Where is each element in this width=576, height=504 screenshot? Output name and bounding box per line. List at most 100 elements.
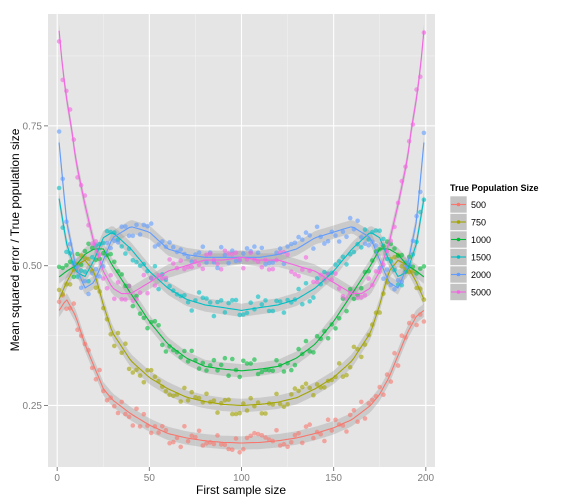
- data-point-500: [381, 392, 386, 398]
- data-point-500: [189, 433, 194, 439]
- data-point-1500: [78, 268, 84, 274]
- data-point-5000: [248, 250, 253, 256]
- data-point-1500: [152, 263, 158, 269]
- data-point-5000: [259, 264, 265, 270]
- y-tick-label: 0.25: [23, 401, 43, 412]
- data-point-500: [322, 438, 327, 444]
- data-point-750: [126, 366, 132, 372]
- data-point-500: [351, 408, 357, 413]
- data-point-2000: [307, 233, 313, 238]
- data-point-1000: [384, 239, 390, 244]
- data-point-2000: [270, 260, 276, 265]
- data-point-1000: [64, 263, 69, 268]
- legend-item-750: 750: [449, 213, 486, 231]
- data-point-500: [160, 424, 165, 429]
- data-point-1000: [134, 293, 139, 299]
- data-point-750: [86, 256, 91, 262]
- data-point-2000: [325, 238, 331, 244]
- data-point-500: [204, 441, 209, 446]
- data-point-2000: [244, 246, 250, 251]
- data-point-500: [410, 313, 416, 319]
- data-point-1000: [359, 285, 364, 291]
- data-point-1500: [104, 228, 110, 234]
- data-point-750: [193, 395, 198, 400]
- data-point-1500: [333, 262, 338, 267]
- data-point-2000: [274, 250, 279, 255]
- data-point-5000: [218, 267, 224, 272]
- data-point-750: [130, 370, 136, 375]
- data-point-1500: [281, 310, 287, 315]
- data-point-750: [178, 399, 183, 404]
- data-point-1000: [392, 246, 397, 251]
- data-point-5000: [104, 286, 110, 291]
- data-point-750: [285, 401, 290, 407]
- data-point-1500: [75, 274, 80, 279]
- data-point-2000: [82, 278, 88, 284]
- data-point-5000: [167, 257, 172, 262]
- data-point-1500: [156, 286, 161, 292]
- legend-key-point-2000: [456, 272, 461, 277]
- data-point-500: [384, 372, 390, 377]
- data-point-1500: [237, 312, 242, 318]
- data-point-1500: [130, 258, 136, 263]
- data-point-500: [311, 435, 316, 441]
- data-point-750: [340, 374, 346, 380]
- data-point-2000: [112, 238, 117, 244]
- data-point-750: [233, 411, 239, 417]
- data-point-2000: [156, 242, 161, 247]
- data-point-2000: [392, 287, 397, 292]
- data-point-1000: [185, 359, 191, 364]
- data-point-1500: [296, 286, 301, 292]
- data-point-750: [123, 341, 128, 347]
- legend-items: 500 750 1000 1500 2000 5000: [449, 195, 491, 301]
- data-point-500: [292, 432, 298, 438]
- data-point-5000: [285, 252, 290, 257]
- x-tick-label: 100: [233, 473, 250, 484]
- data-point-5000: [160, 276, 165, 281]
- data-point-500: [362, 416, 368, 421]
- data-point-5000: [189, 264, 194, 270]
- data-point-750: [307, 385, 313, 391]
- data-point-2000: [78, 285, 84, 291]
- data-point-5000: [148, 275, 154, 281]
- data-point-2000: [226, 260, 231, 266]
- data-point-750: [399, 264, 405, 269]
- data-point-1500: [277, 299, 283, 304]
- legend-item-1000: 1000: [449, 230, 491, 249]
- data-point-2000: [381, 276, 386, 282]
- data-point-1000: [274, 358, 279, 363]
- x-axis-ticks: 0 50 100 150 200: [54, 467, 435, 484]
- data-point-2000: [145, 223, 150, 229]
- data-point-5000: [145, 290, 150, 296]
- data-point-2000: [233, 258, 239, 264]
- legend-key-point-5000: [456, 290, 461, 294]
- data-point-5000: [336, 286, 342, 291]
- data-point-1500: [399, 282, 405, 288]
- data-point-500: [148, 430, 154, 436]
- data-point-750: [263, 411, 268, 416]
- data-point-2000: [344, 234, 349, 240]
- data-point-2000: [359, 235, 364, 240]
- data-point-1000: [82, 248, 88, 254]
- data-point-500: [366, 401, 372, 406]
- data-point-750: [145, 367, 150, 373]
- data-point-750: [392, 254, 397, 260]
- data-point-1500: [351, 249, 357, 255]
- data-point-1000: [311, 350, 316, 355]
- data-point-750: [333, 374, 338, 380]
- data-point-2000: [311, 246, 316, 251]
- data-point-1000: [152, 318, 158, 324]
- data-point-2000: [255, 250, 261, 255]
- x-tick-label: 0: [54, 473, 60, 484]
- data-point-1000: [189, 348, 194, 354]
- data-point-2000: [322, 241, 327, 246]
- x-tick-label: 200: [417, 473, 434, 484]
- data-point-5000: [303, 255, 309, 260]
- data-point-1000: [60, 265, 65, 271]
- data-point-5000: [207, 251, 213, 257]
- data-point-2000: [97, 274, 102, 279]
- data-point-750: [137, 373, 143, 378]
- data-point-1500: [263, 298, 268, 303]
- data-point-500: [64, 306, 69, 312]
- data-point-500: [347, 412, 353, 418]
